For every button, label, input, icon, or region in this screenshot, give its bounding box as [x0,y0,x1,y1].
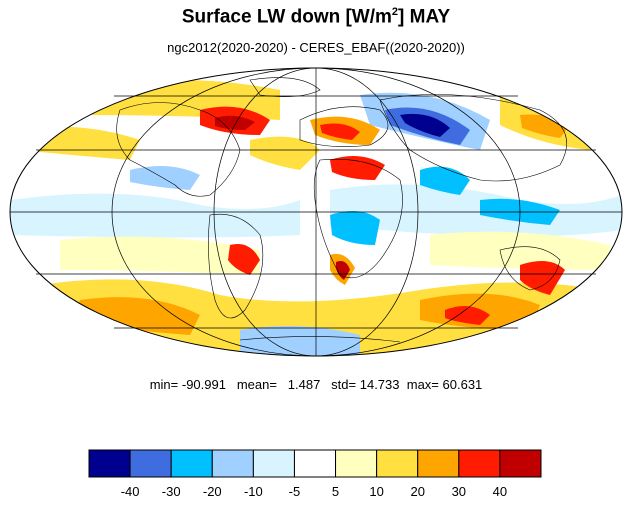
title-text: Surface LW down [W/m [181,6,392,28]
map-border [9,67,623,357]
title-superscript: 2 [391,6,399,18]
graticule [10,67,622,357]
colorbar-box [293,449,337,478]
colorbar-tick-label: 30 [452,484,466,499]
plot-subtitle: ngc2012(2020-2020) - CERES_EBAF((2020-20… [167,40,465,55]
anomaly-field [10,68,622,356]
min-label: min= [149,377,179,392]
colorbar-tick-label: -30 [162,484,181,499]
colorbar-tick-label: 40 [493,484,507,499]
colorbar-tick-label: 5 [332,484,339,499]
statistics-line: min= -90.991 mean= 1.487 std= 14.733 max… [0,377,632,392]
max-value: 60.631 [442,377,483,392]
colorbar-tick-label: -5 [289,484,301,499]
colorbar-box [252,449,295,478]
colorbar-box [335,449,378,478]
coastlines [116,77,567,343]
std-value: 14.733 [359,377,400,392]
colorbar-box [417,449,460,478]
colorbar-tick-label: -20 [203,484,222,499]
colorbar-box [129,449,172,478]
max-label: max= [406,377,439,392]
colorbar-box [376,449,419,478]
plot-title: Surface LW down [W/m2] MAY [0,6,632,28]
colorbar-box [458,449,501,478]
title-suffix: ] MAY [398,6,451,28]
colorbar-box [211,449,254,478]
colorbar-tick-label: -10 [244,484,263,499]
mean-label: mean= [236,377,277,392]
colorbar-tick-label: 20 [410,484,424,499]
min-value: -90.991 [181,377,226,392]
std-label: std= [331,377,357,392]
colorbar-box [170,449,213,478]
colorbar-tick-label: -40 [121,484,140,499]
colorbar-box [499,449,542,478]
colorbar-box [88,449,131,478]
mean-value: 1.487 [287,377,321,392]
colorbar-tick-label: 10 [369,484,383,499]
